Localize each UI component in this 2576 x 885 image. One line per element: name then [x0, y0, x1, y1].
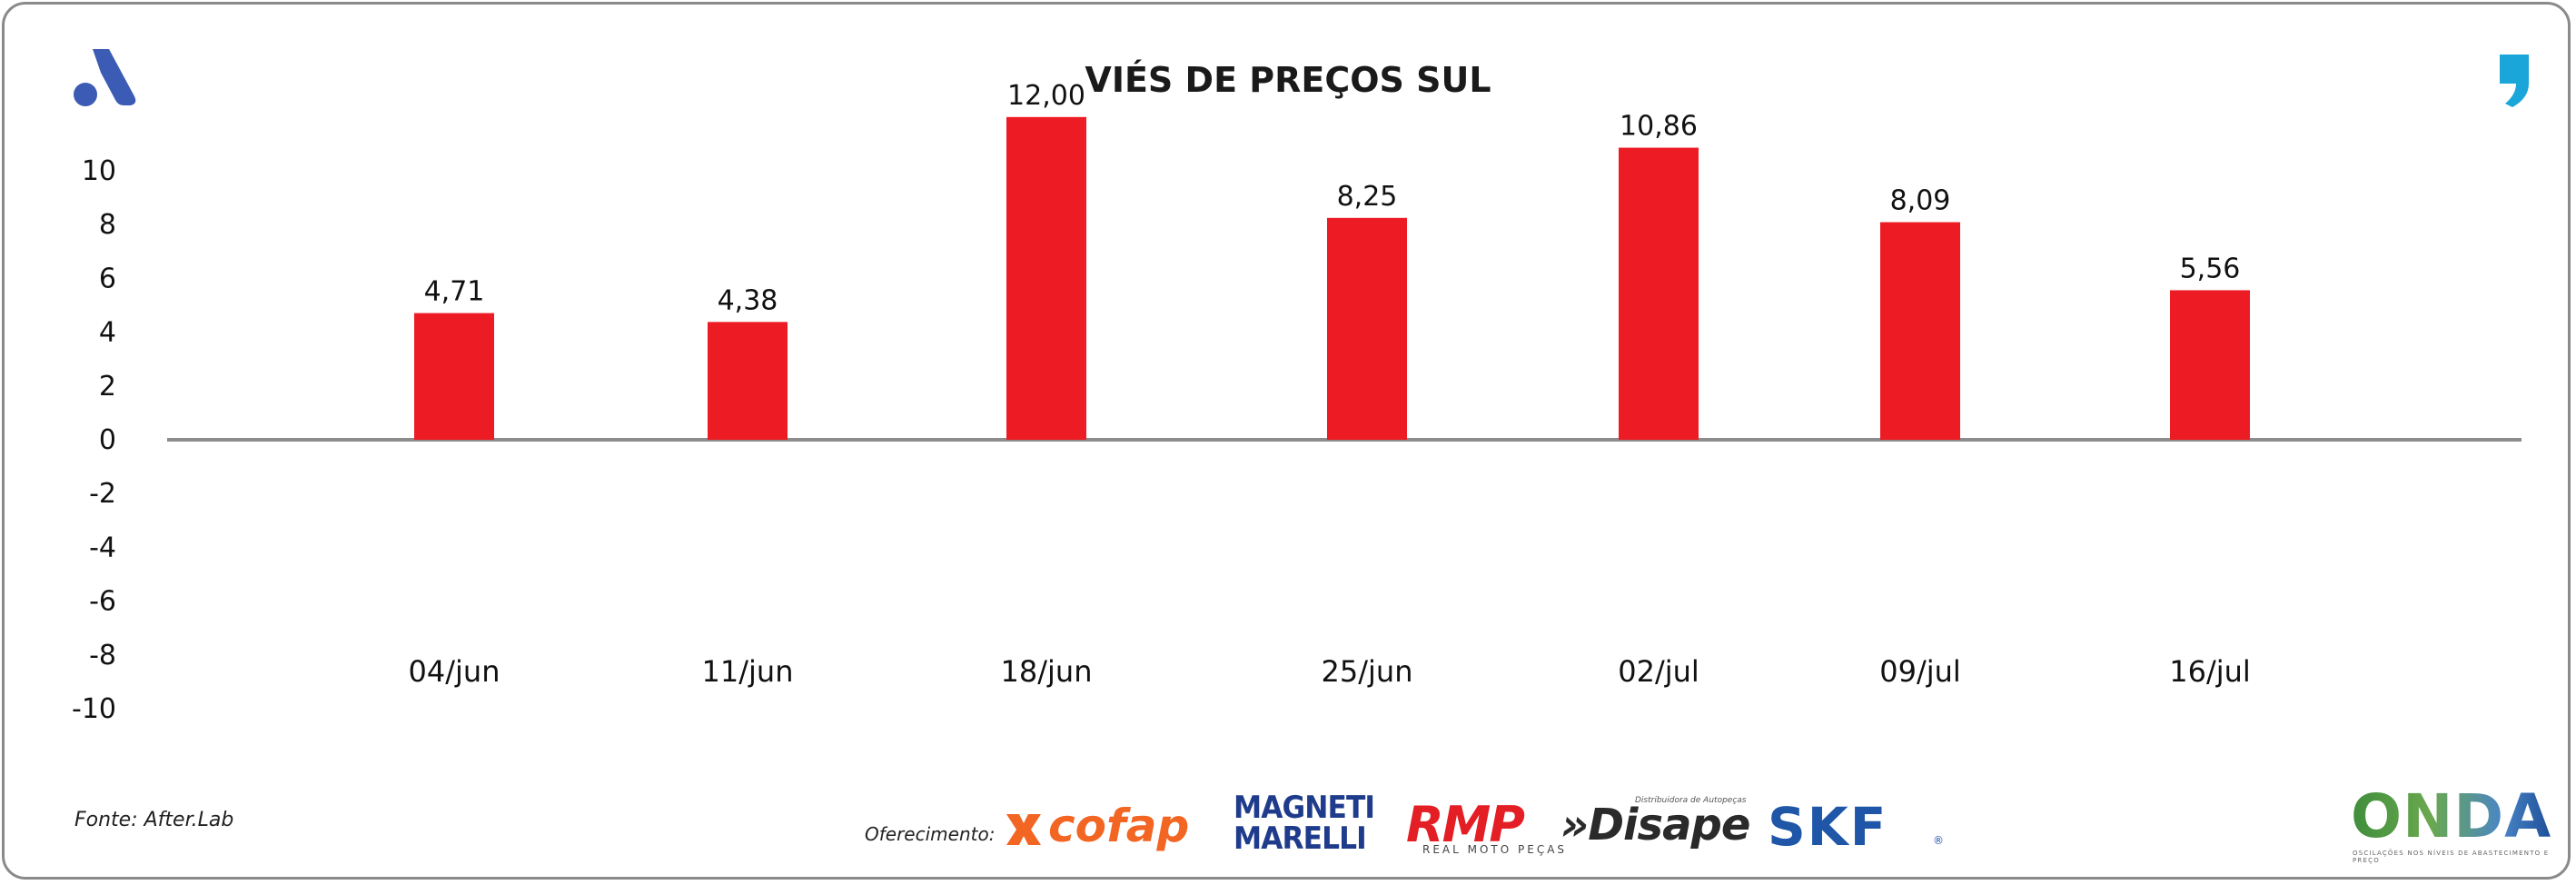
y-tick-label: 6 — [99, 263, 116, 294]
a-logo-icon — [74, 49, 136, 106]
bar-18/jun — [1006, 116, 1086, 441]
x-tick-label: 04/jun — [409, 654, 500, 689]
value-labels-group: 4,71 4,38 12,00 8,25 10,86 8,09 5,56 — [424, 80, 2241, 317]
data-label: 8,09 — [1890, 185, 1951, 217]
onda-tagline: OSCILAÇÕES NOS NÍVEIS DE ABASTECIMENTO E… — [2353, 850, 2550, 864]
rmp-logo: RMP — [1406, 796, 1525, 853]
magneti-text: MAGNETI — [1234, 790, 1375, 826]
bar-09/jul — [1880, 222, 1960, 440]
disape-logo: »Disape — [1560, 800, 1750, 850]
cofap-logo: cofap — [1003, 800, 1189, 852]
data-label: 10,86 — [1620, 111, 1698, 143]
data-label: 5,56 — [2180, 253, 2241, 284]
x-tick-label: 11/jun — [702, 654, 794, 689]
y-tick-label: -10 — [72, 693, 116, 725]
magneti-marelli-logo: MAGNETI MARELLI — [1234, 790, 1375, 857]
data-label: 12,00 — [1007, 80, 1085, 112]
y-tick-label: -2 — [89, 478, 116, 510]
comma-logo-icon — [2500, 55, 2529, 107]
x-tick-label: 25/jun — [1322, 654, 1413, 689]
x-tick-label: 16/jul — [2169, 654, 2251, 689]
bar-11/jun — [708, 322, 788, 440]
rmp-subtitle: REAL MOTO PEÇAS — [1422, 843, 1568, 856]
x-tick-label: 02/jul — [1618, 654, 1699, 689]
x-axis: 04/jun 11/jun 18/jun 25/jun 02/jul 09/jul 16/j… — [409, 654, 2251, 689]
bar-04/jun — [414, 313, 494, 440]
disape-subtitle: Distribuidora de Autopeças — [1635, 796, 1747, 805]
data-label: 4,38 — [718, 284, 778, 316]
data-label: 4,71 — [424, 276, 485, 308]
cofap-text: cofap — [1048, 800, 1190, 852]
y-tick-label: 2 — [99, 371, 116, 403]
cofap-x-icon — [1006, 813, 1041, 845]
x-tick-label: 09/jul — [1879, 654, 1961, 689]
source-note: Fonte: After.Lab — [74, 809, 234, 831]
skf-logo: SKF — [1768, 796, 1888, 858]
x-tick-label: 18/jun — [1001, 654, 1093, 689]
y-axis: 10 8 6 4 2 0 -2 -4 -6 -8 -10 — [72, 155, 116, 725]
y-tick-label: 4 — [99, 317, 116, 349]
y-tick-label: 8 — [99, 209, 116, 241]
sponsor-label: Oferecimento: — [865, 823, 996, 845]
y-tick-label: -8 — [89, 640, 116, 671]
bar-25/jun — [1327, 217, 1407, 440]
onda-logo: ONDA — [2351, 781, 2552, 851]
skf-registered-mark: ® — [1933, 834, 1944, 847]
data-label: 8,25 — [1337, 181, 1398, 213]
bar-02/jul — [1619, 147, 1699, 440]
marelli-text: MARELLI — [1234, 820, 1367, 857]
chart-title: VIÉS DE PREÇOS SUL — [1085, 60, 1491, 100]
bar-16/jul — [2170, 290, 2250, 440]
y-tick-label: -6 — [89, 586, 116, 618]
y-tick-label: 10 — [82, 155, 116, 187]
y-tick-label: -4 — [89, 532, 116, 563]
bars-group — [414, 116, 2250, 441]
y-tick-label: 0 — [99, 424, 116, 456]
